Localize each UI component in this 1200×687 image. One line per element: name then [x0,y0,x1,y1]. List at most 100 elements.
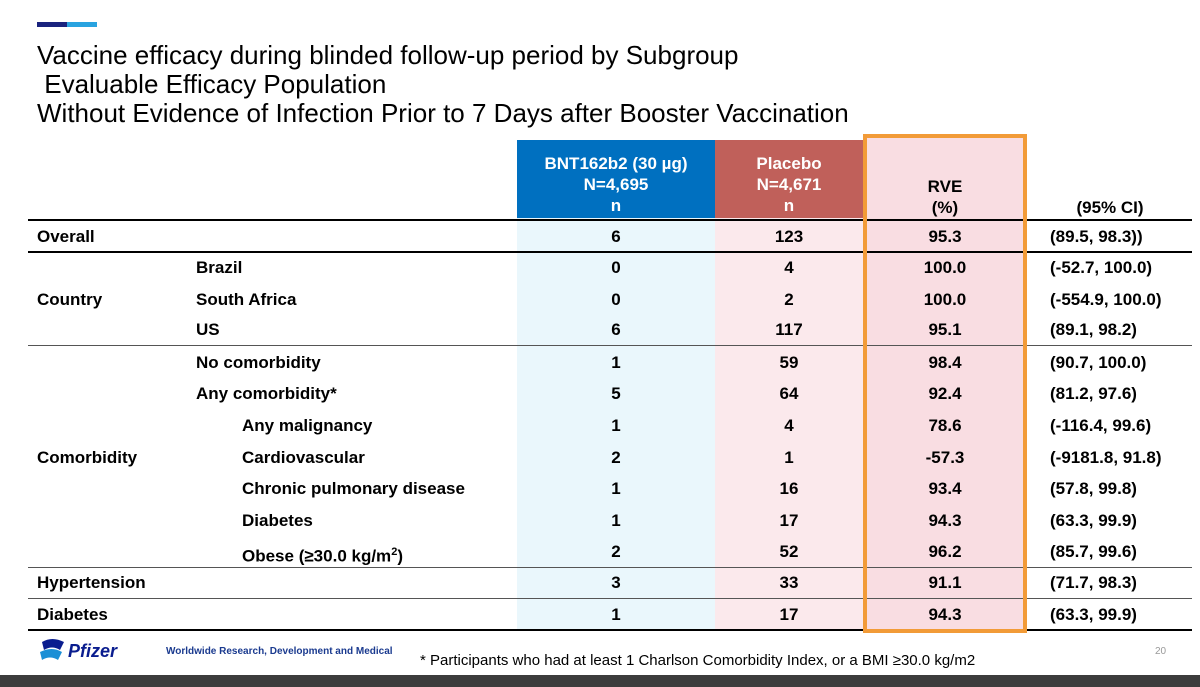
bnt-value: 0 [611,258,621,277]
rule-bottom [28,629,1192,631]
rule-hypertension [28,598,1192,599]
row-label: No comorbidity [196,353,321,372]
row-label: US [196,320,220,339]
group-diabetes: Diabetes [37,605,108,624]
rve-value: 78.6 [928,416,962,435]
rule-overall [28,251,1192,253]
group-hypertension: Hypertension [37,573,146,592]
bottom-bar [0,675,1200,687]
placebo-value: 123 [774,227,804,246]
ci-value: (-52.7, 100.0) [1050,258,1153,277]
placebo-value: 17 [779,605,799,624]
ci-value: (57.8, 99.8) [1050,479,1137,498]
row-label: Any malignancy [242,416,373,435]
rve-value: 91.1 [928,573,962,592]
title-accent-light [67,22,97,27]
placebo-value: 52 [779,542,799,561]
ci-value: (81.2, 97.6) [1050,384,1137,403]
rve-value: 95.1 [928,320,962,339]
rule-header [28,219,1192,221]
row-label: Chronic pulmonary disease [242,479,465,498]
ci-value: (63.3, 99.9) [1050,511,1137,530]
placebo-value: 64 [779,384,799,403]
slide-title-line2: Evaluable Efficacy Population [37,69,387,99]
row-label-text: Obese (≥30.0 kg/m [242,546,392,566]
ci-value: (85.7, 99.6) [1050,542,1137,561]
ci-value: (90.7, 100.0) [1050,353,1147,372]
rve-value: 96.2 [928,542,962,561]
bnt-header-bg [517,140,715,218]
bnt-header-line3: n [610,196,622,215]
placebo-value: 1 [784,448,794,467]
rve-value: 100.0 [923,258,967,277]
row-label: Any comorbidity* [196,384,337,403]
bnt-value: 1 [611,511,621,530]
rve-value: 95.3 [928,227,962,246]
rve-value: 100.0 [923,290,967,309]
row-label: Cardiovascular [242,448,365,467]
placebo-value: 17 [779,511,799,530]
ci-header: (95% CI) [1076,198,1144,217]
group-overall: Overall [37,227,95,246]
rule-comorbidity [28,567,1192,568]
bnt-value: 1 [611,479,621,498]
placebo-column-bg [715,218,863,631]
row-label-close: ) [397,546,403,566]
rve-value: -57.3 [925,448,965,467]
bnt-header-line1: BNT162b2 (30 µg) [544,154,688,173]
rve-value: 98.4 [928,353,962,372]
ci-value: (71.7, 98.3) [1050,573,1137,592]
ci-value: (89.1, 98.2) [1050,320,1137,339]
placebo-value: 33 [779,573,799,592]
placebo-header-line3: n [783,196,795,215]
rve-value: 93.4 [928,479,962,498]
placebo-value: 2 [784,290,794,309]
row-label: Brazil [196,258,243,277]
placebo-header-bg [715,140,863,218]
footnote: * Participants who had at least 1 Charls… [420,652,976,669]
ci-value: (63.3, 99.9) [1050,605,1137,624]
title-accent-dark [37,22,67,27]
bnt-value: 2 [611,448,621,467]
row-label: South Africa [196,290,297,309]
row-label-superscript: 2 [391,546,398,558]
ci-value: (-554.9, 100.0) [1050,290,1162,309]
bnt-value: 6 [611,320,621,339]
svg-text:Pfizer: Pfizer [68,641,118,661]
bnt-value: 3 [611,573,621,592]
bnt-value: 5 [611,384,621,403]
ci-value: (89.5, 98.3)) [1050,227,1143,246]
bnt-value: 1 [611,416,621,435]
bnt-column-bg [517,218,715,631]
rule-country [28,345,1192,346]
bnt-value: 1 [611,353,621,372]
bnt-header: BNT162b2 (30 µg) N=4,695 n [517,153,715,216]
rve-value: 94.3 [928,605,962,624]
rve-header: RVE (%) [867,176,1023,218]
placebo-value: 4 [784,416,794,435]
placebo-value: 16 [779,479,799,498]
placebo-value: 117 [775,320,803,339]
bnt-header-line2: N=4,695 [583,175,649,194]
pfizer-logo: Pfizer [40,639,118,661]
placebo-value: 4 [784,258,794,277]
placebo-header-line2: N=4,671 [756,175,822,194]
group-comorbidity: Comorbidity [37,448,138,467]
rve-header-line1: RVE [927,177,963,196]
rve-value: 92.4 [928,384,962,403]
placebo-header-line1: Placebo [756,154,822,173]
slide-title-line1: Vaccine efficacy during blinded follow-u… [37,40,739,70]
ci-value: (-116.4, 99.6) [1050,416,1152,435]
ci-value: (-9181.8, 91.8) [1050,448,1162,467]
bnt-value: 6 [611,227,621,246]
row-label: Obese (≥30.0 kg/m2) [242,542,403,567]
rve-value: 94.3 [928,511,962,530]
group-country: Country [37,290,103,309]
slide-title-line3: Without Evidence of Infection Prior to 7… [37,98,849,128]
page-number: 20 [1155,646,1167,657]
bnt-value: 0 [611,290,621,309]
row-label: Diabetes [242,511,313,530]
footer-org: Worldwide Research, Development and Medi… [166,646,393,657]
placebo-value: 59 [779,353,799,372]
rve-header-line2: (%) [931,198,959,217]
